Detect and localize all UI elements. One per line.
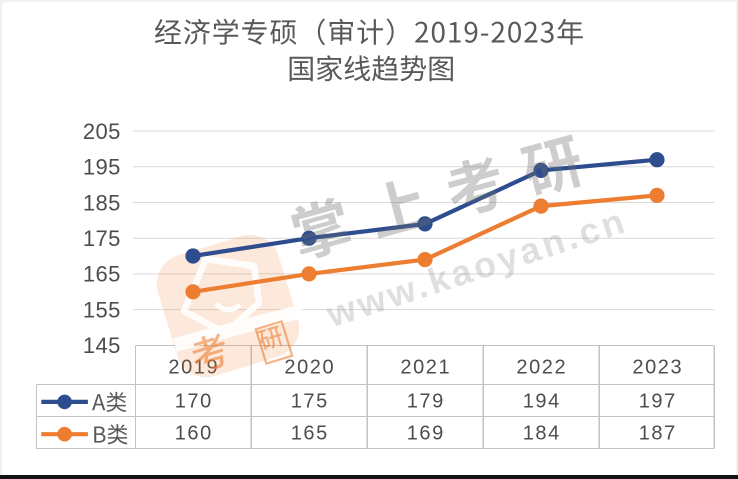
- svg-text:194: 194: [523, 390, 561, 412]
- svg-text:2022: 2022: [516, 356, 567, 378]
- svg-text:155: 155: [83, 297, 121, 322]
- svg-text:2020: 2020: [284, 356, 335, 378]
- svg-text:195: 195: [83, 155, 121, 180]
- svg-text:205: 205: [83, 119, 121, 144]
- svg-text:175: 175: [83, 226, 121, 251]
- svg-text:2021: 2021: [400, 356, 451, 378]
- svg-text:179: 179: [407, 390, 445, 412]
- svg-text:165: 165: [291, 423, 329, 445]
- svg-text:197: 197: [639, 390, 677, 412]
- svg-text:187: 187: [639, 423, 677, 445]
- svg-text:184: 184: [523, 423, 561, 445]
- svg-text:185: 185: [83, 190, 121, 215]
- svg-text:169: 169: [407, 423, 445, 445]
- svg-text:175: 175: [291, 390, 329, 412]
- svg-text:160: 160: [175, 423, 213, 445]
- svg-text:165: 165: [83, 262, 121, 287]
- svg-text:145: 145: [83, 333, 121, 358]
- svg-text:2023: 2023: [632, 356, 683, 378]
- svg-text:170: 170: [175, 390, 213, 412]
